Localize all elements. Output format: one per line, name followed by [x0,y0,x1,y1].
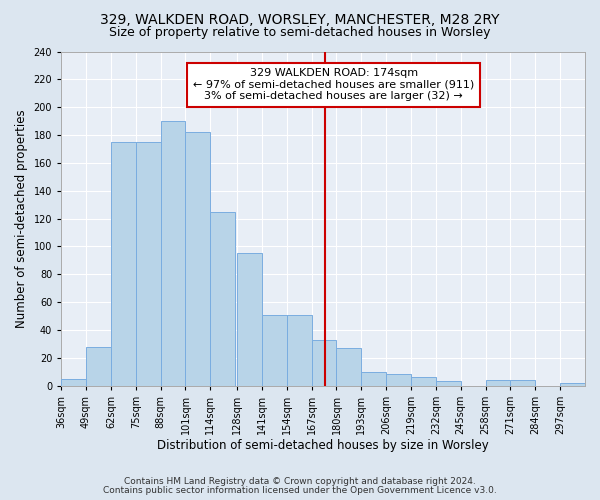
Bar [287,314,311,386]
Bar [386,374,411,386]
Bar [311,340,337,386]
Text: Contains HM Land Registry data © Crown copyright and database right 2024.: Contains HM Land Registry data © Crown c… [124,477,476,486]
Text: 329 WALKDEN ROAD: 174sqm
← 97% of semi-detached houses are smaller (911)
3% of s: 329 WALKDEN ROAD: 174sqm ← 97% of semi-d… [193,68,474,102]
Bar [560,383,585,386]
Bar [511,380,535,386]
Bar [262,314,287,386]
Bar [237,254,262,386]
Bar [485,380,511,386]
X-axis label: Distribution of semi-detached houses by size in Worsley: Distribution of semi-detached houses by … [157,440,489,452]
Bar [411,377,436,386]
Bar [111,142,136,386]
Y-axis label: Number of semi-detached properties: Number of semi-detached properties [15,109,28,328]
Bar [61,378,86,386]
Text: Contains public sector information licensed under the Open Government Licence v3: Contains public sector information licen… [103,486,497,495]
Bar [337,348,361,386]
Text: 329, WALKDEN ROAD, WORSLEY, MANCHESTER, M28 2RY: 329, WALKDEN ROAD, WORSLEY, MANCHESTER, … [100,12,500,26]
Bar [211,212,235,386]
Bar [161,121,185,386]
Text: Size of property relative to semi-detached houses in Worsley: Size of property relative to semi-detach… [109,26,491,39]
Bar [436,382,461,386]
Bar [136,142,161,386]
Bar [185,132,211,386]
Bar [361,372,386,386]
Bar [86,346,111,386]
